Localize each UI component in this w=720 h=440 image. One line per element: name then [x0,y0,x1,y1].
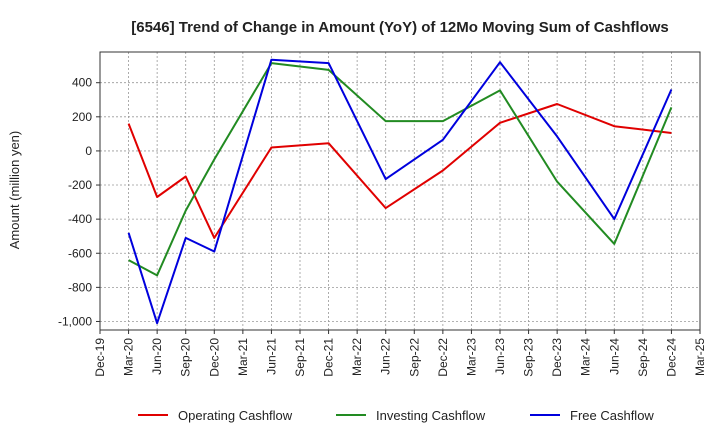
y-axis-label: Amount (million yen) [7,131,22,250]
x-tick-label: Sep-20 [179,338,193,377]
y-tick-label: 200 [72,110,92,124]
legend-label-1: Investing Cashflow [376,408,486,423]
plot-area [99,51,701,331]
y-tick-label: -200 [68,178,92,192]
x-tick-label: Sep-24 [636,338,650,377]
x-tick-label: Mar-20 [122,338,136,376]
x-tick-label: Dec-20 [207,338,221,377]
x-tick-label: Sep-22 [407,338,421,377]
x-tick-label: Jun-20 [150,338,164,375]
y-tick-label: 0 [85,144,92,158]
y-axis-ticks: 400 200 0 -200 -400 -600 -800 -1,000 [58,76,100,328]
x-tick-label: Jun-22 [379,338,393,375]
x-tick-label: Sep-23 [522,338,536,377]
x-tick-label: Sep-21 [293,338,307,377]
x-tick-label: Dec-21 [322,338,336,377]
y-tick-label: -600 [68,246,92,260]
x-tick-label: Jun-24 [607,338,621,375]
y-tick-label: -1,000 [58,314,92,328]
y-tick-label: -400 [68,212,92,226]
x-tick-label: Jun-23 [493,338,507,375]
x-axis-ticks: Dec-19 Mar-20 Jun-20 Sep-20 Dec-20 Mar-21 Jun-… [93,330,707,377]
series-line-1 [128,62,673,277]
legend: Operating Cashflow Investing Cashflow Free… [138,408,654,423]
x-tick-label: Dec-24 [664,338,678,377]
series-line-2 [127,58,673,325]
x-tick-label: Dec-23 [550,338,564,377]
x-tick-label: Mar-22 [350,338,364,376]
x-tick-label: Mar-21 [236,338,250,376]
x-tick-label: Jun-21 [264,338,278,375]
x-tick-label: Mar-24 [579,338,593,376]
legend-label-2: Free Cashflow [570,408,654,423]
series-line-0 [127,103,672,239]
chart-title: [6546] Trend of Change in Amount (YoY) o… [131,19,669,36]
series-lines [127,58,673,325]
y-tick-label: -800 [68,280,92,294]
y-tick-label: 400 [72,76,92,90]
x-tick-label: Mar-23 [464,338,478,376]
legend-label-0: Operating Cashflow [178,408,293,423]
x-tick-label: Dec-19 [93,338,107,377]
x-tick-label: Dec-22 [436,338,450,377]
x-tick-label: Mar-25 [693,338,707,376]
grid [100,52,700,330]
